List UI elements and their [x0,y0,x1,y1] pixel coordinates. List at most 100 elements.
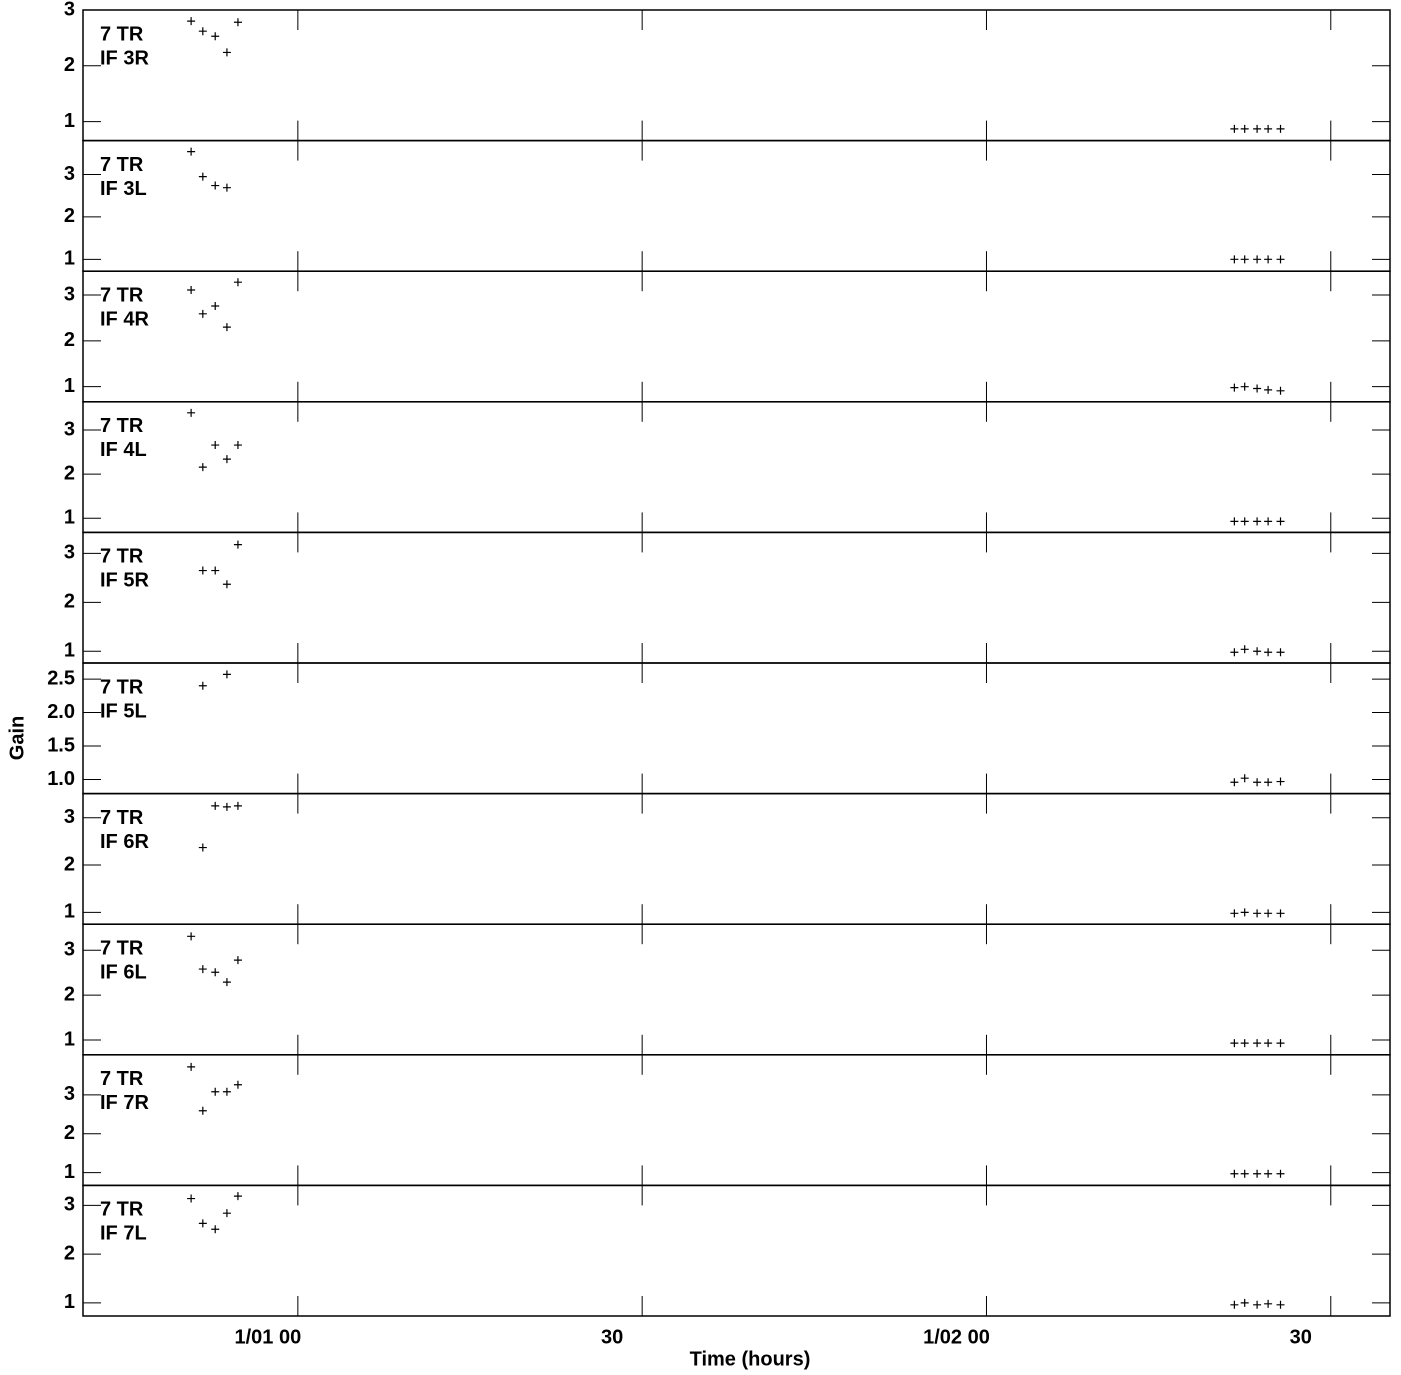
x-tick-label: 1/02 00 [923,1326,990,1348]
point [1230,1300,1239,1309]
if-label: IF 7R [100,1092,149,1114]
point [1240,1298,1249,1307]
point [1230,255,1239,264]
y-tick-label: 1 [64,507,75,529]
y-tick-label: 2 [64,205,75,227]
point [1276,255,1285,264]
y-tick-label: 2 [64,1242,75,1264]
y-tick-label: 2 [64,591,75,613]
point [1276,777,1285,786]
point [1276,124,1285,133]
point [222,183,231,192]
y-tick-label: 3 [64,939,75,961]
point [211,801,220,810]
point [198,309,207,318]
antenna-label: 7 TR [100,154,144,176]
if-label: IF 3L [100,178,147,200]
point [1253,647,1262,656]
y-tick-label: 1 [64,1161,75,1183]
point [1253,909,1262,918]
point [211,302,220,311]
point [187,408,196,417]
y-tick-label: 1 [64,248,75,270]
point [1276,909,1285,918]
point [222,670,231,679]
antenna-label: 7 TR [100,937,144,959]
point [1240,124,1249,133]
x-tick-label: 1/01 00 [234,1326,301,1348]
point [211,32,220,41]
point [198,965,207,974]
point [222,455,231,464]
y-tick-label: 3 [64,283,75,305]
point [187,1194,196,1203]
x-tick-label: 30 [601,1326,623,1348]
point [233,441,242,450]
point [233,801,242,810]
if-label: IF 4L [100,439,147,461]
point [1230,383,1239,392]
point [198,463,207,472]
point [1253,255,1262,264]
point [1253,1300,1262,1309]
point [233,956,242,965]
if-label: IF 6L [100,961,147,983]
antenna-label: 7 TR [100,1068,144,1090]
if-label: IF 5L [100,700,147,722]
if-label: IF 6R [100,831,149,853]
point [1253,124,1262,133]
antenna-label: 7 TR [100,676,144,698]
point [1264,778,1273,787]
panel-frame [82,531,1391,664]
point [211,1087,220,1096]
point [198,681,207,690]
point [1264,385,1273,394]
point [1240,382,1249,391]
point [1230,124,1239,133]
y-tick-label: 3 [64,806,75,828]
point [187,1062,196,1071]
panel-frame [82,662,1391,795]
point [1230,909,1239,918]
point [1240,255,1249,264]
x-tick-label: 30 [1290,1326,1312,1348]
y-tick-label: 2 [64,462,75,484]
point [1230,778,1239,787]
panel-frame [82,9,1391,142]
point [1264,648,1273,657]
point [1264,124,1273,133]
point [1253,384,1262,393]
antenna-label: 7 TR [100,1199,144,1221]
x-axis-label: Time (hours) [690,1348,811,1370]
point [211,181,220,190]
point [1264,1169,1273,1178]
point [198,172,207,181]
point [1230,517,1239,526]
point [1253,778,1262,787]
y-tick-label: 1 [64,901,75,923]
y-tick-label: 1.0 [47,768,75,790]
point [233,1192,242,1201]
point [187,147,196,156]
point [1230,1169,1239,1178]
y-tick-label: 3 [64,1194,75,1216]
point [233,18,242,27]
y-tick-label: 1 [64,1028,75,1050]
point [1264,1299,1273,1308]
panel-frame [82,1054,1391,1187]
if-label: IF 3R [100,47,149,69]
point [233,540,242,549]
point [1253,1039,1262,1048]
point [1240,1039,1249,1048]
y-tick-label: 1 [64,1291,75,1313]
point [1230,648,1239,657]
y-tick-label: 3 [64,418,75,440]
point [1276,517,1285,526]
y-tick-label: 2 [64,1122,75,1144]
y-tick-label: 1 [64,640,75,662]
y-tick-label: 1.5 [47,734,75,756]
point [211,441,220,450]
panel-frame [82,792,1391,925]
point [222,1209,231,1218]
y-tick-label: 3 [64,163,75,185]
